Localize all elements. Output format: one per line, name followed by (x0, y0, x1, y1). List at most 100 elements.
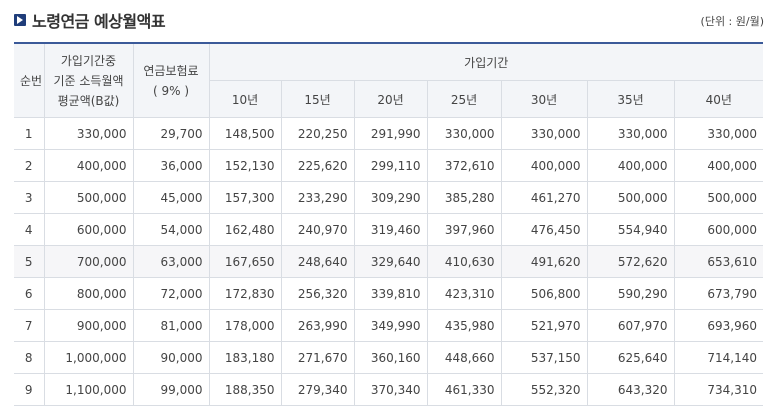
cell-no: 1 (14, 117, 45, 150)
cell-pension: 220,250 (280, 117, 355, 150)
unit-label: (단위 : 원/월) (700, 15, 764, 28)
cell-pension: 643,320 (586, 373, 675, 406)
cell-pension: 349,990 (353, 309, 428, 342)
table-row: 7 900,000 81,000 178,000 263,990 349,990 435,9… (14, 309, 764, 342)
table-row: 8 1,000,000 90,000 183,180 271,670 360,160 448… (14, 341, 764, 374)
header-period-40: 40년 (673, 80, 764, 118)
table-row: 4 600,000 54,000 162,480 240,970 319,460 397,9… (14, 213, 764, 246)
cell-pension: 521,970 (500, 309, 588, 342)
cell-income: 1,100,000 (43, 373, 134, 406)
cell-pension: 423,310 (426, 277, 502, 310)
cell-pension: 162,480 (208, 213, 282, 246)
cell-pension: 600,000 (673, 213, 764, 246)
cell-pension: 400,000 (500, 149, 588, 182)
cell-pension: 225,620 (280, 149, 355, 182)
table-row: 6 800,000 72,000 172,830 256,320 339,810 423,3… (14, 277, 764, 310)
cell-pension: 291,990 (353, 117, 428, 150)
cell-no: 7 (14, 309, 45, 342)
table-row: 2 400,000 36,000 152,130 225,620 299,110 372,6… (14, 149, 764, 182)
cell-income: 600,000 (43, 213, 134, 246)
cell-income: 900,000 (43, 309, 134, 342)
cell-pension: 148,500 (208, 117, 282, 150)
header-premium-line1: 연금보험료 (143, 63, 199, 78)
header-no: 순번 (14, 42, 45, 118)
cell-pension: 500,000 (673, 181, 764, 214)
header-period: 가입기간 (208, 42, 764, 81)
cell-pension: 461,270 (500, 181, 588, 214)
cell-pension: 372,610 (426, 149, 502, 182)
cell-pension: 233,290 (280, 181, 355, 214)
table-row: 3 500,000 45,000 157,300 233,290 309,290 385,2… (14, 181, 764, 214)
cell-pension: 248,640 (280, 245, 355, 278)
header-income-line2: 기준 소득월액 (53, 73, 124, 88)
cell-pension: 330,000 (673, 117, 764, 150)
header-income-line3: 평균액(B값) (57, 93, 120, 108)
cell-pension: 448,660 (426, 341, 502, 374)
header-period-35: 35년 (586, 80, 675, 118)
cell-no: 8 (14, 341, 45, 374)
cell-pension: 299,110 (353, 149, 428, 182)
cell-pension: 476,450 (500, 213, 588, 246)
cell-pension: 157,300 (208, 181, 282, 214)
cell-pension: 607,970 (586, 309, 675, 342)
cell-income: 800,000 (43, 277, 134, 310)
cell-pension: 673,790 (673, 277, 764, 310)
cell-premium: 81,000 (132, 309, 210, 342)
cell-premium: 63,000 (132, 245, 210, 278)
title-bar: 노령연금 예상월액표 (14, 9, 166, 31)
cell-pension: 572,620 (586, 245, 675, 278)
cell-pension: 554,940 (586, 213, 675, 246)
header-income-line1: 가입기간중 (60, 53, 117, 68)
cell-income: 700,000 (43, 245, 134, 278)
cell-pension: 330,000 (500, 117, 588, 150)
cell-premium: 36,000 (132, 149, 210, 182)
table-body: 1 330,000 29,700 148,500 220,250 291,990 330,0… (14, 117, 764, 406)
cell-pension: 240,970 (280, 213, 355, 246)
cell-pension: 500,000 (586, 181, 675, 214)
cell-income: 400,000 (43, 149, 134, 182)
cell-premium: 45,000 (132, 181, 210, 214)
cell-pension: 693,960 (673, 309, 764, 342)
cell-pension: 734,310 (673, 373, 764, 406)
cell-pension: 271,670 (280, 341, 355, 374)
cell-premium: 29,700 (132, 117, 210, 150)
cell-pension: 491,620 (500, 245, 588, 278)
table-row: 1 330,000 29,700 148,500 220,250 291,990 330,0… (14, 117, 764, 150)
cell-pension: 152,130 (208, 149, 282, 182)
cell-pension: 172,830 (208, 277, 282, 310)
header-period-30: 30년 (500, 80, 588, 118)
cell-premium: 72,000 (132, 277, 210, 310)
cell-pension: 400,000 (673, 149, 764, 182)
cell-pension: 370,340 (353, 373, 428, 406)
pension-table: 순번 가입기간중 기준 소득월액 평균액(B값) 연금보험료 ( 9% ) 가입… (14, 42, 764, 406)
cell-premium: 54,000 (132, 213, 210, 246)
header-period-25: 25년 (426, 80, 502, 118)
cell-pension: 397,960 (426, 213, 502, 246)
cell-no: 2 (14, 149, 45, 182)
arrow-right-icon (14, 14, 26, 26)
page-title: 노령연금 예상월액표 (32, 12, 166, 31)
cell-pension: 319,460 (353, 213, 428, 246)
cell-income: 330,000 (43, 117, 134, 150)
cell-income: 1,000,000 (43, 341, 134, 374)
cell-pension: 537,150 (500, 341, 588, 374)
cell-no: 5 (14, 245, 45, 278)
cell-pension: 279,340 (280, 373, 355, 406)
cell-pension: 590,290 (586, 277, 675, 310)
cell-pension: 309,290 (353, 181, 428, 214)
header-period-10: 10년 (209, 80, 282, 118)
cell-pension: 339,810 (353, 277, 428, 310)
cell-pension: 360,160 (353, 341, 428, 374)
cell-pension: 329,640 (353, 245, 428, 278)
cell-pension: 400,000 (586, 149, 675, 182)
header-premium-line2: ( 9% ) (152, 83, 190, 98)
cell-premium: 90,000 (132, 341, 210, 374)
cell-pension: 330,000 (586, 117, 675, 150)
cell-pension: 385,280 (426, 181, 502, 214)
header-period-15: 15년 (280, 80, 355, 118)
cell-premium: 99,000 (132, 373, 210, 406)
cell-no: 6 (14, 277, 45, 310)
cell-pension: 183,180 (208, 341, 282, 374)
cell-income: 500,000 (43, 181, 134, 214)
header-income: 가입기간중 기준 소득월액 평균액(B값) (43, 42, 134, 118)
